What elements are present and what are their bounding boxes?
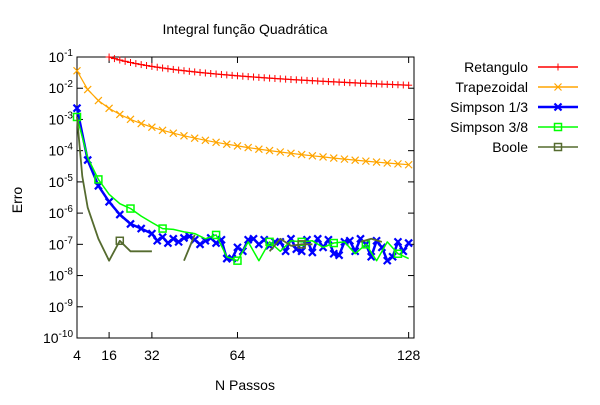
series-line-segment (360, 237, 383, 243)
data-point (72, 103, 82, 113)
y-tick-label: 10-1 (49, 48, 74, 65)
data-point (265, 237, 274, 247)
y-tick-label: 10-7 (49, 235, 74, 252)
x-tick-label: 4 (73, 347, 81, 363)
legend-item: Retangulo (464, 59, 578, 75)
data-point (94, 175, 103, 184)
series-line (76, 116, 410, 262)
legend-label: Trapezoidal (455, 79, 528, 95)
data-point (126, 204, 135, 213)
plot-border (76, 56, 415, 339)
data-point (553, 142, 563, 152)
y-axis-label: Erro (9, 187, 25, 214)
legend-label: Retangulo (464, 59, 528, 75)
y-tick-label: 10-5 (49, 173, 74, 190)
series-line-segment (183, 234, 196, 262)
legend-item: Boole (492, 139, 578, 155)
legend-label: Boole (492, 139, 528, 155)
legend-item: Simpson 3/8 (450, 119, 578, 135)
legend-item: Simpson 1/3 (450, 99, 578, 115)
data-point (233, 256, 242, 265)
legend: Retangulo Trapezoidal Simpson 1/3 Simpson 3… (450, 59, 578, 155)
data-point (554, 63, 562, 71)
data-point (115, 236, 125, 246)
y-tick-label: 10-2 (49, 79, 74, 96)
series-line-segment (268, 237, 313, 252)
series-trapezoidal (73, 66, 413, 169)
data-point (554, 83, 562, 91)
chart-title: Integral função Quadrática (163, 21, 328, 37)
x-tick-label: 16 (101, 347, 117, 363)
series-line-segment (76, 116, 152, 262)
axes: 4 16 32 64 128 10-1 10-2 10-3 10-4 10-5 10-6 10-7 10… (43, 48, 421, 363)
series-line (108, 56, 409, 86)
x-tick-label: 128 (397, 347, 421, 363)
x-tick-label: 64 (230, 347, 246, 363)
y-tick-label: 10-3 (49, 110, 74, 127)
y-tick-label: 10-6 (49, 204, 74, 221)
data-point (553, 122, 563, 132)
data-point (393, 249, 403, 258)
y-tick-label: 10-10 (43, 329, 73, 346)
series-line (76, 70, 409, 166)
x-axis-label: N Passos (215, 377, 275, 393)
series-line (75, 107, 410, 262)
x-tick-label: 32 (144, 347, 160, 363)
series-layer (72, 53, 413, 265)
data-point (553, 102, 563, 112)
data-point (73, 66, 81, 75)
y-tick-label: 10-9 (49, 298, 74, 315)
data-point (105, 53, 113, 61)
y-tick-label: 10-8 (49, 267, 74, 284)
legend-item: Trapezoidal (455, 79, 578, 95)
data-point (211, 230, 221, 240)
legend-label: Simpson 1/3 (450, 99, 528, 115)
y-tick-label: 10-4 (49, 142, 74, 159)
legend-label: Simpson 3/8 (450, 119, 528, 135)
